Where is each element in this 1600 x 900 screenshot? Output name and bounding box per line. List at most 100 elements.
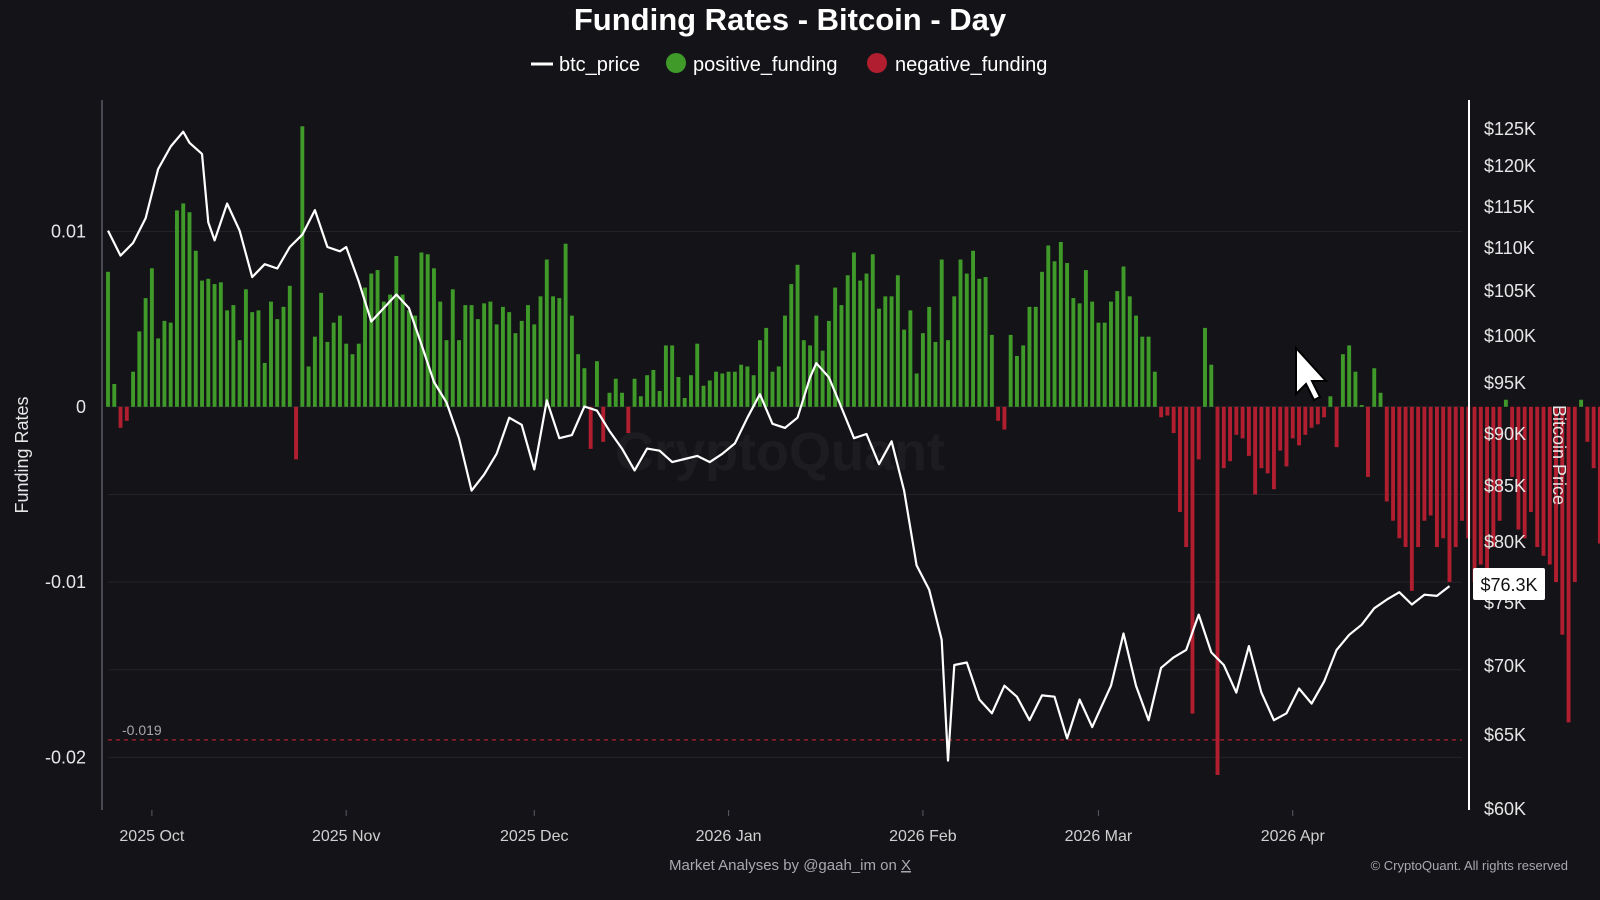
negative-funding-bar[interactable]	[1309, 406, 1314, 428]
negative-funding-bar[interactable]	[1303, 406, 1308, 435]
attribution-link[interactable]: X	[901, 857, 911, 874]
positive-funding-bar[interactable]	[751, 375, 756, 407]
negative-funding-bar[interactable]	[1478, 406, 1483, 565]
positive-funding-bar[interactable]	[964, 273, 969, 407]
negative-funding-bar[interactable]	[1416, 406, 1421, 548]
negative-funding-bar[interactable]	[1391, 406, 1395, 521]
positive-funding-bar[interactable]	[187, 212, 192, 407]
negative-funding-bar[interactable]	[124, 406, 129, 421]
positive-funding-bar[interactable]	[1372, 368, 1377, 407]
negative-funding-bar[interactable]	[1441, 406, 1446, 539]
positive-funding-bar[interactable]	[143, 298, 148, 407]
negative-funding-bar[interactable]	[1585, 406, 1590, 442]
positive-funding-bar[interactable]	[701, 385, 706, 407]
positive-funding-bar[interactable]	[620, 392, 624, 407]
positive-funding-bar[interactable]	[1152, 371, 1157, 407]
positive-funding-bar[interactable]	[845, 275, 850, 407]
positive-funding-bar[interactable]	[300, 126, 305, 407]
positive-funding-bar[interactable]	[852, 252, 856, 407]
negative-funding-bar[interactable]	[1522, 406, 1527, 539]
positive-funding-bar[interactable]	[262, 362, 267, 407]
positive-funding-bar[interactable]	[776, 366, 781, 407]
negative-funding-bar[interactable]	[1278, 406, 1283, 451]
positive-funding-bar[interactable]	[682, 398, 687, 407]
positive-funding-bar[interactable]	[908, 310, 913, 407]
negative-funding-bar[interactable]	[1284, 406, 1289, 467]
positive-funding-bar[interactable]	[1347, 345, 1352, 407]
positive-funding-bar[interactable]	[732, 371, 737, 407]
negative-funding-bar[interactable]	[1428, 406, 1433, 516]
positive-funding-bar[interactable]	[939, 259, 944, 407]
positive-funding-bar[interactable]	[1146, 336, 1151, 407]
positive-funding-bar[interactable]	[1109, 301, 1113, 407]
negative-funding-bar[interactable]	[1485, 406, 1490, 574]
positive-funding-bar[interactable]	[406, 310, 411, 407]
positive-funding-bar[interactable]	[218, 282, 223, 407]
positive-funding-bar[interactable]	[137, 331, 142, 407]
positive-funding-bar[interactable]	[1134, 315, 1138, 407]
positive-funding-bar[interactable]	[870, 254, 875, 407]
positive-funding-bar[interactable]	[450, 289, 455, 407]
positive-funding-bar[interactable]	[544, 259, 549, 407]
negative-funding-bar[interactable]	[1165, 406, 1170, 416]
positive-funding-bar[interactable]	[344, 343, 349, 407]
negative-funding-bar[interactable]	[1002, 406, 1007, 430]
negative-funding-bar[interactable]	[1403, 406, 1408, 548]
negative-funding-bar[interactable]	[1560, 406, 1565, 635]
positive-funding-bar[interactable]	[162, 320, 167, 407]
positive-funding-bar[interactable]	[1033, 306, 1038, 407]
positive-funding-bar[interactable]	[1209, 364, 1214, 407]
positive-funding-bar[interactable]	[977, 278, 982, 407]
positive-funding-bar[interactable]	[444, 340, 449, 407]
positive-funding-bar[interactable]	[1083, 270, 1088, 407]
positive-funding-bar[interactable]	[739, 364, 744, 407]
positive-funding-bar[interactable]	[363, 287, 367, 407]
positive-funding-bar[interactable]	[400, 294, 405, 407]
positive-funding-bar[interactable]	[350, 354, 355, 407]
positive-funding-bar[interactable]	[269, 301, 273, 407]
negative-funding-bar[interactable]	[1529, 406, 1533, 512]
negative-funding-bar[interactable]	[1240, 406, 1245, 439]
positive-funding-bar[interactable]	[1046, 245, 1051, 407]
negative-funding-bar[interactable]	[1366, 406, 1370, 477]
negative-funding-bar[interactable]	[1491, 406, 1496, 548]
positive-funding-bar[interactable]	[193, 250, 198, 407]
negative-funding-bar[interactable]	[1159, 406, 1164, 418]
negative-funding-bar[interactable]	[1297, 406, 1301, 446]
positive-funding-bar[interactable]	[632, 378, 637, 407]
positive-funding-bar[interactable]	[287, 285, 292, 407]
positive-funding-bar[interactable]	[500, 306, 505, 407]
negative-funding-bar[interactable]	[1253, 406, 1258, 495]
positive-funding-bar[interactable]	[482, 303, 487, 407]
positive-funding-bar[interactable]	[971, 250, 975, 407]
negative-funding-bar[interactable]	[1535, 406, 1540, 548]
positive-funding-bar[interactable]	[952, 296, 957, 407]
negative-funding-bar[interactable]	[996, 406, 1001, 421]
positive-funding-bar[interactable]	[281, 306, 286, 407]
positive-funding-bar[interactable]	[1203, 327, 1207, 407]
positive-funding-bar[interactable]	[156, 338, 161, 407]
positive-funding-bar[interactable]	[663, 345, 668, 407]
negative-funding-bar[interactable]	[1460, 406, 1464, 521]
negative-funding-bar[interactable]	[1447, 406, 1452, 583]
positive-funding-bar[interactable]	[895, 275, 900, 407]
positive-funding-bar[interactable]	[231, 305, 236, 407]
positive-funding-bar[interactable]	[526, 305, 530, 407]
positive-funding-bar[interactable]	[676, 376, 681, 407]
negative-funding-bar[interactable]	[1265, 406, 1270, 474]
positive-funding-bar[interactable]	[801, 340, 806, 407]
negative-funding-bar[interactable]	[1510, 406, 1515, 477]
positive-funding-bar[interactable]	[532, 324, 537, 407]
positive-funding-bar[interactable]	[707, 380, 712, 407]
negative-funding-bar[interactable]	[1228, 406, 1233, 462]
negative-funding-bar[interactable]	[1177, 406, 1182, 512]
positive-funding-bar[interactable]	[200, 280, 204, 407]
positive-funding-bar[interactable]	[394, 256, 399, 407]
positive-funding-bar[interactable]	[933, 341, 938, 407]
positive-funding-bar[interactable]	[651, 369, 656, 407]
negative-funding-bar[interactable]	[1597, 406, 1600, 544]
positive-funding-bar[interactable]	[1340, 354, 1345, 407]
negative-funding-bar[interactable]	[1547, 406, 1552, 565]
positive-funding-bar[interactable]	[438, 301, 443, 407]
positive-funding-bar[interactable]	[369, 273, 374, 407]
